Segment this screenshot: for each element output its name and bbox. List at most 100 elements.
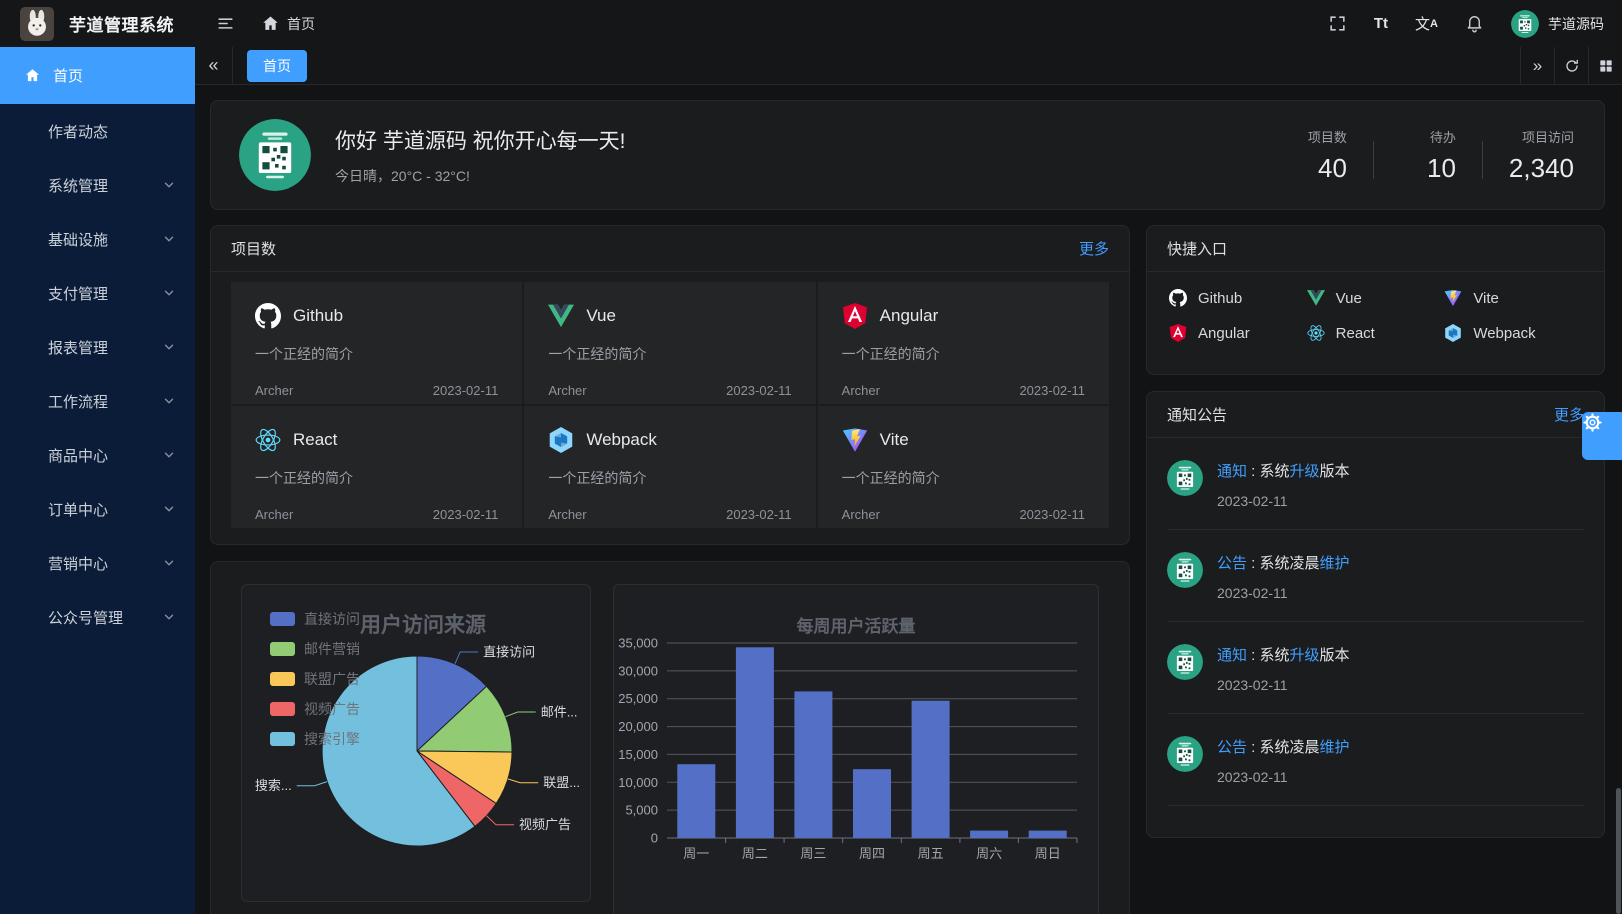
notice-item[interactable]: 通知 : 系统升级版本 2023-02-11 bbox=[1167, 438, 1584, 530]
stat-block: 项目访问 2,340 bbox=[1509, 127, 1574, 184]
collapse-sidebar-icon[interactable]: « bbox=[195, 47, 233, 84]
svg-text:周五: 周五 bbox=[918, 846, 944, 861]
weather-text: 今日晴，20°C - 32°C! bbox=[335, 167, 470, 184]
project-name: React bbox=[293, 430, 338, 449]
stat-label: 待办 bbox=[1429, 129, 1456, 145]
chevron-down-icon bbox=[163, 395, 175, 407]
notice-date: 2023-02-11 bbox=[1217, 493, 1288, 509]
notice-avatar bbox=[1167, 736, 1203, 772]
github-icon bbox=[255, 303, 281, 329]
tab-home[interactable]: 首页 bbox=[247, 49, 307, 82]
project-description: 一个正经的简介 bbox=[841, 470, 940, 486]
project-card-header: Github bbox=[255, 303, 498, 329]
sidebar-item-label: 营销中心 bbox=[48, 555, 109, 573]
svg-text:视频广告: 视频广告 bbox=[519, 817, 571, 832]
legend-label: 联盟广告 bbox=[304, 671, 360, 687]
legend-item[interactable]: 直接访问 bbox=[270, 609, 360, 629]
shortcut-item[interactable]: Github bbox=[1169, 289, 1307, 307]
chevron-down-icon bbox=[163, 341, 175, 353]
project-date: 2023-02-11 bbox=[432, 507, 499, 522]
svg-text:25,000: 25,000 bbox=[618, 691, 658, 706]
project-card-header: Vue bbox=[548, 303, 791, 329]
legend-item[interactable]: 邮件营销 bbox=[270, 639, 360, 659]
font-size-icon[interactable]: Tt bbox=[1373, 15, 1389, 32]
shortcuts-grid: Github Vue Vite Angular React Webpack bbox=[1147, 272, 1604, 359]
project-card[interactable]: Github 一个正经的简介 Archer 2023-02-11 bbox=[231, 282, 523, 404]
sidebar-item[interactable]: 报表管理 bbox=[0, 320, 195, 374]
project-name: Vue bbox=[586, 306, 616, 325]
project-card[interactable]: Vue 一个正经的简介 Archer 2023-02-11 bbox=[524, 282, 816, 404]
sidebar-item[interactable]: 基础设施 bbox=[0, 212, 195, 266]
shortcut-item[interactable]: Vue bbox=[1306, 289, 1445, 307]
user-menu[interactable]: 芋道源码 bbox=[1511, 9, 1604, 38]
bell-icon[interactable] bbox=[1465, 14, 1484, 33]
shortcuts-card-header: 快捷入口 bbox=[1147, 226, 1604, 272]
project-author: Archer bbox=[548, 383, 587, 398]
sidebar-item[interactable]: 工作流程 bbox=[0, 374, 195, 428]
chevrons-right-icon[interactable]: » bbox=[1520, 47, 1554, 84]
shortcut-label: React bbox=[1335, 324, 1375, 342]
notice-date: 2023-02-11 bbox=[1217, 585, 1288, 601]
banner-stats: 项目数 40 待办 10 项目访问 2,340 bbox=[1291, 127, 1574, 184]
legend-item[interactable]: 视频广告 bbox=[270, 699, 360, 719]
project-card[interactable]: Vite 一个正经的简介 Archer 2023-02-11 bbox=[817, 406, 1109, 528]
sidebar-item[interactable]: 支付管理 bbox=[0, 266, 195, 320]
legend-item[interactable]: 搜索引擎 bbox=[270, 729, 360, 749]
stat-value: 10 bbox=[1427, 152, 1456, 183]
greeting-text: 你好 芋道源码 祝你开心每一天! bbox=[335, 129, 626, 153]
vue-icon bbox=[548, 303, 575, 329]
projects-more-link[interactable]: 更多 bbox=[1078, 241, 1109, 258]
fullscreen-icon[interactable] bbox=[1328, 14, 1347, 33]
project-description: 一个正经的简介 bbox=[255, 470, 353, 486]
project-author: Archer bbox=[548, 507, 587, 522]
sidebar-item[interactable]: 作者动态 bbox=[0, 104, 195, 158]
legend-item[interactable]: 联盟广告 bbox=[270, 669, 360, 689]
shortcut-label: Vite bbox=[1473, 289, 1499, 307]
sidebar-item-label: 公众号管理 bbox=[48, 609, 124, 627]
project-card[interactable]: Webpack 一个正经的简介 Archer 2023-02-11 bbox=[524, 406, 816, 528]
svg-text:5,000: 5,000 bbox=[625, 803, 658, 818]
notices-card-header: 通知公告 更多 bbox=[1147, 392, 1604, 438]
scrollbar-thumb[interactable] bbox=[1616, 788, 1621, 914]
sidebar-item[interactable]: 系统管理 bbox=[0, 158, 195, 212]
angular-icon bbox=[1169, 324, 1187, 342]
notices-more-link[interactable]: 更多 bbox=[1553, 407, 1584, 424]
sidebar-item[interactable]: 订单中心 bbox=[0, 482, 195, 536]
sidebar-item[interactable]: 营销中心 bbox=[0, 536, 195, 590]
notice-body: 通知 : 系统升级版本 2023-02-11 bbox=[1217, 460, 1350, 509]
sidebar-item[interactable]: 公众号管理 bbox=[0, 590, 195, 644]
project-author: Archer bbox=[841, 507, 880, 522]
menu-fold-icon[interactable] bbox=[216, 14, 235, 33]
notice-item[interactable]: 公告 : 系统凌晨维护 2023-02-11 bbox=[1167, 714, 1584, 806]
legend-swatch bbox=[270, 732, 295, 746]
svg-text:联盟...: 联盟... bbox=[543, 775, 580, 790]
breadcrumb[interactable]: 首页 bbox=[261, 14, 315, 34]
settings-button[interactable] bbox=[1582, 412, 1622, 460]
shortcut-item[interactable]: React bbox=[1307, 324, 1445, 342]
project-card[interactable]: React 一个正经的简介 Archer 2023-02-11 bbox=[231, 406, 523, 528]
svg-text:周日: 周日 bbox=[1035, 846, 1061, 861]
project-card[interactable]: Angular 一个正经的简介 Archer 2023-02-11 bbox=[817, 282, 1109, 404]
gear-icon bbox=[1582, 412, 1622, 460]
project-footer: Archer 2023-02-11 bbox=[842, 507, 1085, 522]
pie-legend: 直接访问 邮件营销 联盟广告 视频广告 搜索引擎 bbox=[270, 609, 360, 749]
chevron-down-icon bbox=[163, 611, 175, 623]
shortcut-item[interactable]: Webpack bbox=[1444, 324, 1582, 342]
shortcut-item[interactable]: Angular bbox=[1169, 324, 1307, 342]
chevron-down-icon bbox=[163, 503, 175, 515]
legend-swatch bbox=[270, 672, 295, 686]
project-name: Github bbox=[293, 306, 344, 325]
left-column: 项目数 更多 Github 一个正经的简介 Archer 2023-02-11 … bbox=[210, 225, 1130, 914]
sidebar-item-home[interactable]: 首页 bbox=[0, 47, 195, 104]
layout-grid-icon[interactable] bbox=[1588, 47, 1622, 84]
notice-body: 公告 : 系统凌晨维护 2023-02-11 bbox=[1217, 552, 1350, 601]
svg-text:周六: 周六 bbox=[976, 846, 1002, 861]
notice-item[interactable]: 公告 : 系统凌晨维护 2023-02-11 bbox=[1167, 530, 1584, 622]
notice-item[interactable]: 通知 : 系统升级版本 2023-02-11 bbox=[1167, 622, 1584, 714]
sidebar-item[interactable]: 商品中心 bbox=[0, 428, 195, 482]
project-card-header: Webpack bbox=[548, 427, 791, 453]
refresh-icon[interactable] bbox=[1554, 47, 1588, 84]
app-logo bbox=[20, 6, 54, 41]
shortcut-item[interactable]: Vite bbox=[1444, 289, 1582, 307]
